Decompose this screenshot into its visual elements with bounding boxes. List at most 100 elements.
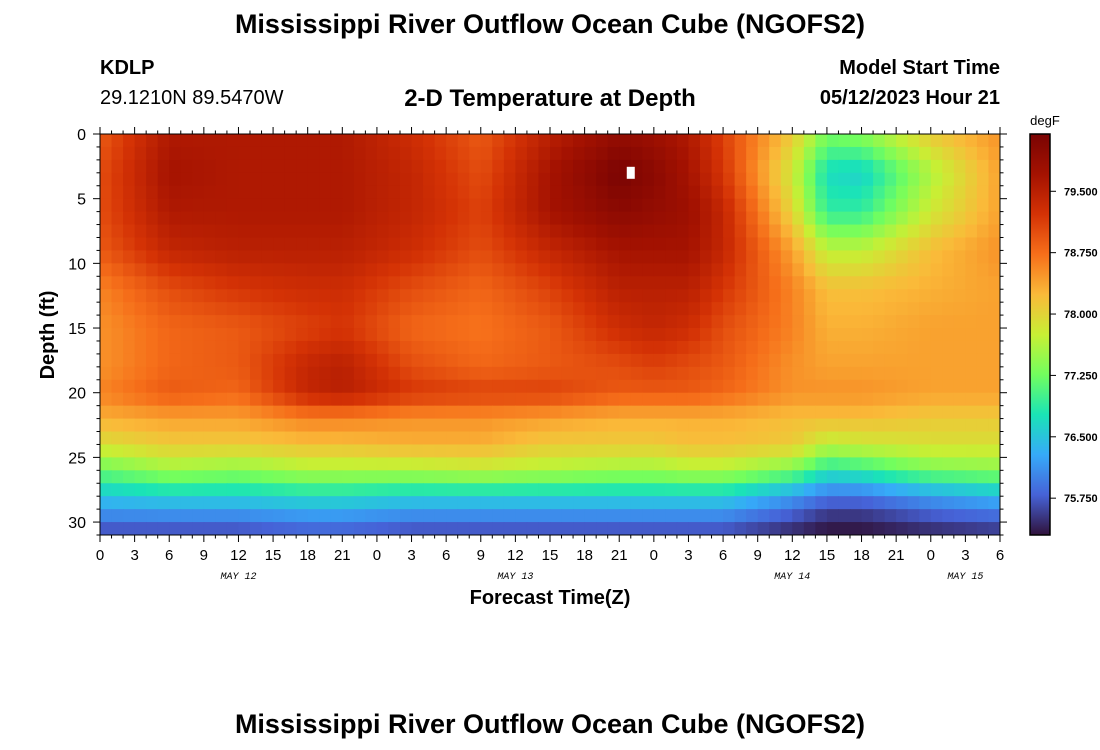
heatmap-cell (630, 276, 643, 290)
heatmap-cell (492, 457, 505, 471)
heatmap-cell (619, 353, 632, 368)
heatmap-cell (469, 198, 482, 213)
heatmap-cell (307, 198, 320, 213)
heatmap-cell (746, 211, 759, 226)
heatmap-cell (919, 405, 932, 420)
heatmap-cell (734, 392, 747, 407)
heatmap-cell (815, 470, 828, 484)
heatmap-cell (226, 509, 240, 523)
heatmap-cell (515, 185, 528, 200)
heatmap-cell (503, 185, 516, 200)
heatmap-cell (319, 289, 332, 303)
heatmap-cell (261, 289, 274, 303)
heatmap-cell (769, 237, 782, 252)
heatmap-cell (746, 250, 759, 264)
heatmap-cell (100, 250, 113, 264)
heatmap-cell (400, 328, 413, 342)
heatmap-cell (238, 444, 251, 458)
heatmap-cell (376, 353, 390, 368)
heatmap-cell (815, 483, 828, 497)
heatmap-cell (769, 418, 782, 433)
heatmap-cell (780, 263, 793, 277)
heatmap-cell (492, 159, 505, 174)
heatmap-cell (757, 509, 770, 523)
heatmap-cell (711, 211, 724, 226)
heatmap-cell (953, 379, 966, 394)
heatmap-cell (192, 263, 205, 277)
heatmap-cell (792, 185, 805, 200)
heatmap-cell (319, 159, 332, 174)
heatmap-cell (711, 522, 724, 535)
heatmap-cell (988, 172, 1000, 187)
heatmap-cell (169, 159, 182, 174)
heatmap-cell (665, 263, 678, 277)
heatmap-cell (665, 134, 678, 148)
heatmap-cell (111, 405, 124, 420)
heatmap-cell (607, 276, 620, 290)
heatmap-cell (596, 250, 609, 264)
heatmap-cell (919, 444, 932, 458)
heatmap-cell (792, 211, 805, 226)
heatmap-cell (538, 276, 551, 290)
heatmap-cell (630, 366, 643, 381)
heatmap-cell (688, 366, 701, 381)
heatmap-cell (550, 418, 563, 433)
heatmap-cell (261, 185, 274, 200)
heatmap-cell (607, 237, 620, 252)
heatmap-cell (157, 146, 170, 161)
heatmap-cell (261, 198, 274, 213)
heatmap-cell (619, 418, 632, 433)
heatmap-cell (792, 263, 805, 277)
heatmap-cell (584, 172, 597, 187)
heatmap-cell (469, 418, 482, 433)
heatmap-cell (273, 366, 286, 381)
heatmap-cell (561, 379, 574, 394)
heatmap-cell (250, 340, 263, 355)
heatmap-cell (746, 289, 759, 303)
heatmap-cell (561, 198, 574, 213)
heatmap-cell (746, 185, 759, 200)
heatmap-cell (226, 328, 240, 342)
heatmap-cell (411, 483, 424, 497)
x-tick-label: 15 (819, 547, 836, 564)
heatmap-cell (296, 185, 309, 200)
heatmap-cell (319, 134, 332, 148)
heatmap-cell (861, 159, 874, 174)
heatmap-cell (238, 496, 251, 510)
heatmap-cell (723, 159, 736, 174)
heatmap-cell (850, 250, 863, 264)
heatmap-cell (215, 276, 228, 290)
heatmap-cell (619, 379, 632, 394)
heatmap-cell (457, 289, 470, 303)
heatmap-cell (896, 444, 909, 458)
heatmap-cell (192, 366, 205, 381)
heatmap-cell (492, 172, 505, 187)
heatmap-cell (457, 198, 470, 213)
heatmap-cell (538, 483, 551, 497)
heatmap-cell (411, 159, 424, 174)
heatmap-cell (203, 211, 216, 226)
heatmap-cell (723, 418, 736, 433)
heatmap-cell (630, 379, 643, 394)
heatmap-cell (307, 431, 320, 446)
heatmap-cell (203, 237, 216, 252)
heatmap-cell (365, 353, 378, 368)
heatmap-cell (965, 405, 978, 420)
heatmap-cell (734, 444, 747, 458)
heatmap-cell (803, 470, 816, 484)
heatmap-cell (584, 353, 597, 368)
heatmap-cell (342, 250, 355, 264)
heatmap-cell (619, 470, 632, 484)
heatmap-cell (953, 289, 966, 303)
heatmap-cell (330, 302, 343, 316)
heatmap-cell (353, 224, 366, 239)
heatmap-cell (711, 431, 724, 446)
heatmap-cell (353, 353, 366, 368)
heatmap-cell (411, 328, 424, 342)
heatmap-cell (596, 457, 609, 471)
heatmap-cell (676, 392, 690, 407)
heatmap-cell (180, 328, 193, 342)
heatmap-cell (826, 198, 840, 213)
heatmap-cell (123, 315, 136, 329)
